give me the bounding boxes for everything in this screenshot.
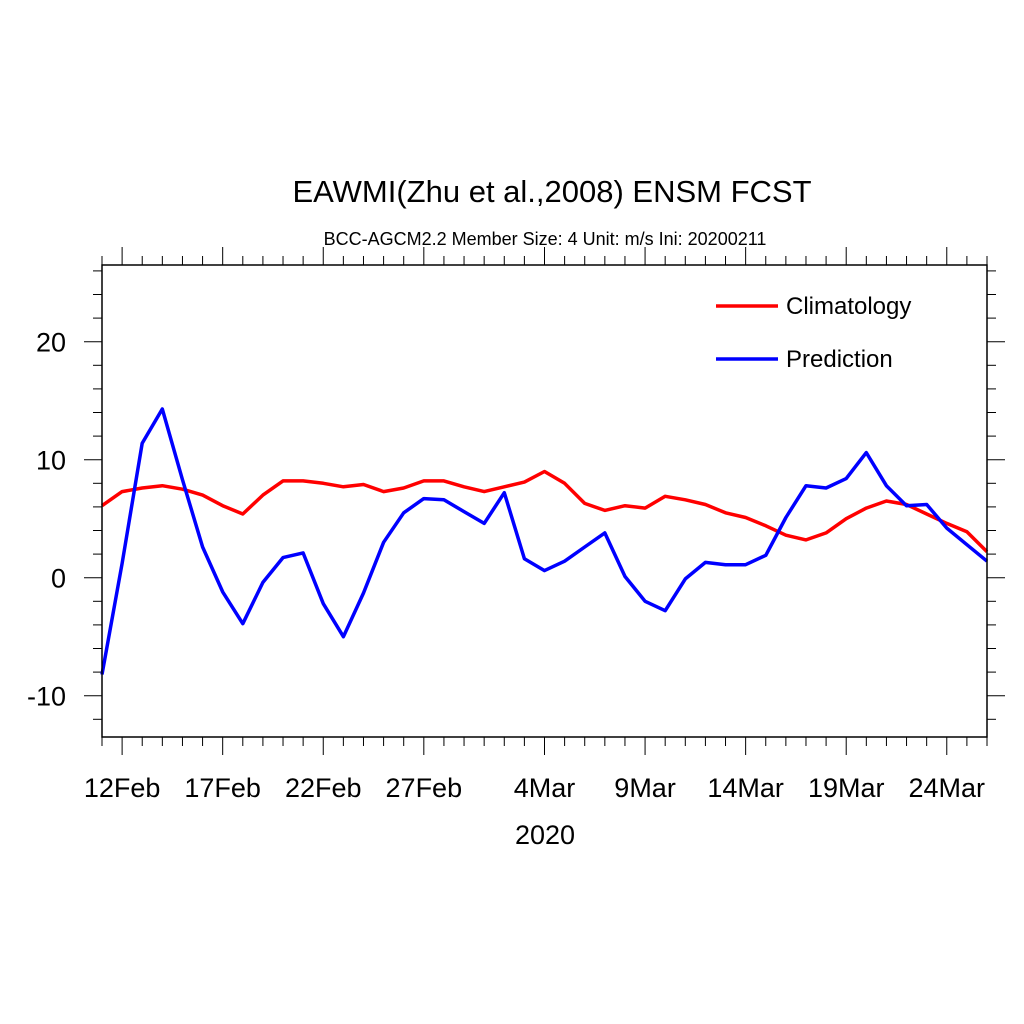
x-tick-label: 14Mar (707, 773, 784, 803)
tick-labels: 12Feb 17Feb 22Feb 27Feb 4Mar 9Mar 14Mar 19Mar 24… (27, 328, 985, 803)
x-tick-label: 27Feb (386, 773, 463, 803)
chart-subtitle: BCC-AGCM2.2 Member Size: 4 Unit: m/s Ini… (324, 229, 767, 249)
plot-frame (101, 264, 988, 738)
y-tick-label: 0 (51, 564, 66, 594)
x-tick-label: 17Feb (184, 773, 261, 803)
x-tick-label: 12Feb (84, 773, 161, 803)
x-tick-label: 9Mar (614, 773, 676, 803)
x-tick-label: 4Mar (514, 773, 576, 803)
series-lines (100, 407, 989, 675)
series-line-prediction (100, 407, 989, 675)
x-axis-label: 2020 (515, 820, 575, 850)
legend-label-climatology: Climatology (786, 293, 911, 320)
x-tick-label: 22Feb (285, 773, 362, 803)
x-tick-label: 19Mar (808, 773, 885, 803)
series-line-climatology (100, 469, 989, 553)
y-tick-label: 20 (36, 328, 66, 358)
axis-ticks (84, 247, 1005, 755)
y-tick-label: 10 (36, 446, 66, 476)
legend: Climatology Prediction (716, 293, 911, 373)
y-tick-label: -10 (27, 682, 66, 712)
chart-title: EAWMI(Zhu et al.,2008) ENSM FCST (292, 174, 811, 209)
legend-label-prediction: Prediction (786, 346, 893, 373)
x-tick-label: 24Mar (909, 773, 986, 803)
